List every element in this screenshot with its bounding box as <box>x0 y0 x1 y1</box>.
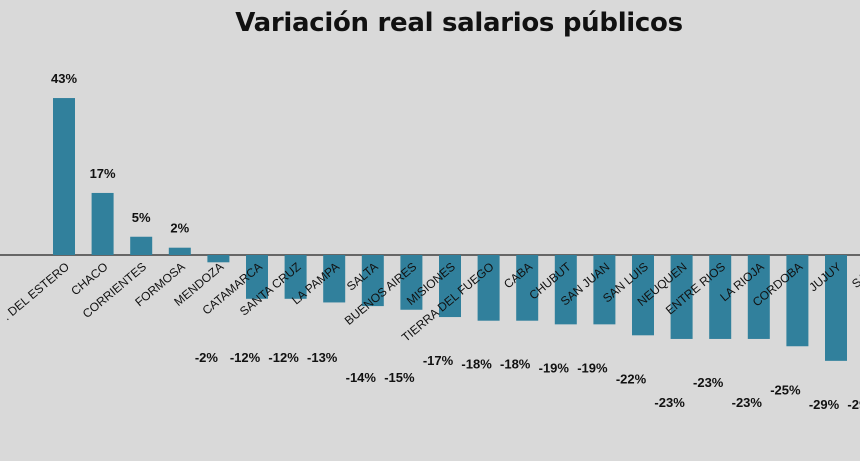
category-label-21: SANT <box>849 259 860 291</box>
value-label-15: -22% <box>616 371 647 386</box>
bar-13 <box>554 255 577 325</box>
value-label-19: -25% <box>770 382 801 397</box>
bar-12 <box>516 255 539 321</box>
value-label-0: 43% <box>51 71 77 86</box>
bar-3 <box>168 247 191 255</box>
bar-9 <box>400 255 423 310</box>
bar-4 <box>207 255 230 263</box>
bar-17 <box>709 255 732 339</box>
bar-1 <box>91 192 114 255</box>
bar-2 <box>130 236 153 255</box>
value-label-18: -23% <box>732 395 763 410</box>
bar-16 <box>670 255 693 339</box>
bar-11 <box>477 255 500 321</box>
value-label-2: 5% <box>132 210 151 225</box>
bar-8 <box>361 255 384 307</box>
category-label-0: . DEL ESTERO <box>0 260 72 324</box>
value-label-3: 2% <box>170 221 189 236</box>
bar-0 <box>53 98 75 255</box>
chart-title: Variación real salarios públicos <box>235 8 683 38</box>
value-label-4: -2% <box>195 350 219 365</box>
value-label-17: -23% <box>693 375 724 390</box>
value-label-8: -14% <box>346 370 377 385</box>
labels-layer: 43%. DEL ESTERO17%CHACO5%CORRIENTES2%FOR… <box>0 71 860 412</box>
value-label-1: 17% <box>90 166 116 181</box>
value-label-11: -18% <box>461 357 492 372</box>
bars-layer <box>53 98 847 361</box>
value-label-7: -13% <box>307 350 338 365</box>
bar-5 <box>246 255 268 299</box>
bar-6 <box>284 255 307 299</box>
value-label-9: -15% <box>384 370 415 385</box>
bar-18 <box>747 255 770 339</box>
value-label-6: -12% <box>268 350 299 365</box>
bar-15 <box>632 255 654 336</box>
value-label-5: -12% <box>230 350 261 365</box>
bar-10 <box>439 255 461 318</box>
value-label-16: -23% <box>654 395 685 410</box>
bar-14 <box>593 255 616 325</box>
value-label-21: -29% <box>847 397 860 412</box>
value-label-20: -29% <box>809 397 840 412</box>
value-label-12: -18% <box>500 357 531 372</box>
bar-7 <box>323 255 346 303</box>
value-label-14: -19% <box>577 360 608 375</box>
value-label-10: -17% <box>423 353 454 368</box>
bar-20 <box>825 255 847 361</box>
value-label-13: -19% <box>539 360 570 375</box>
bar-19 <box>786 255 809 347</box>
